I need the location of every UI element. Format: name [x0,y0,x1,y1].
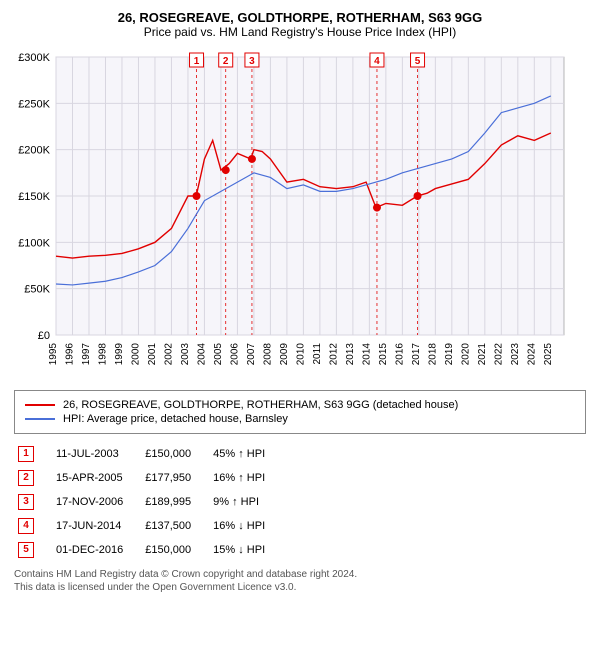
chart-subtitle: Price paid vs. HM Land Registry's House … [10,25,590,39]
svg-text:1996: 1996 [64,343,75,366]
sale-marker-icon: 2 [18,470,34,486]
sale-date: 01-DEC-2016 [52,538,141,562]
svg-text:2002: 2002 [163,343,174,366]
svg-text:£50K: £50K [24,284,50,296]
sale-price: £177,950 [141,466,209,490]
svg-text:2011: 2011 [312,343,323,365]
sale-delta: 45% ↑ HPI [209,442,283,466]
svg-text:2000: 2000 [130,343,141,366]
footer-line-1: Contains HM Land Registry data © Crown c… [14,568,586,581]
legend-swatch [25,404,55,406]
svg-text:2021: 2021 [477,343,488,366]
svg-text:£150K: £150K [18,191,50,203]
sale-marker-icon: 4 [18,518,34,534]
svg-text:£0: £0 [38,330,50,342]
svg-text:2020: 2020 [460,343,471,366]
svg-text:2019: 2019 [444,343,455,366]
legend: 26, ROSEGREAVE, GOLDTHORPE, ROTHERHAM, S… [14,390,586,434]
svg-text:2005: 2005 [213,343,224,366]
sale-date: 15-APR-2005 [52,466,141,490]
svg-text:2012: 2012 [328,343,339,366]
sale-marker-icon: 1 [18,446,34,462]
table-row: 3 17-NOV-2006£189,9959% ↑ HPI [14,490,283,514]
svg-text:2016: 2016 [394,343,405,366]
legend-row: HPI: Average price, detached house, Barn… [25,413,575,425]
sales-table: 111-JUL-2003£150,00045% ↑ HPI215-APR-200… [14,442,283,562]
svg-text:2023: 2023 [510,343,521,366]
chart-title: 26, ROSEGREAVE, GOLDTHORPE, ROTHERHAM, S… [10,10,590,25]
footer-line-2: This data is licensed under the Open Gov… [14,581,586,594]
table-row: 5 01-DEC-2016£150,00015% ↓ HPI [14,538,283,562]
svg-text:2022: 2022 [493,343,504,366]
svg-text:2: 2 [223,56,229,67]
price-chart: £0 £50K £100K £150K £200K £250K £300K 1995 1996 1… [10,47,590,382]
svg-text:2008: 2008 [262,343,273,366]
svg-text:4: 4 [374,56,380,67]
sale-date: 11-JUL-2003 [52,442,141,466]
table-row: 2 15-APR-2005£177,95016% ↑ HPI [14,466,283,490]
svg-text:2003: 2003 [180,343,191,366]
svg-text:2018: 2018 [427,343,438,366]
svg-text:2010: 2010 [295,343,306,366]
svg-text:2025: 2025 [543,343,554,366]
sale-marker-icon: 5 [18,542,34,558]
svg-text:2013: 2013 [345,343,356,366]
legend-swatch [25,418,55,420]
svg-text:1995: 1995 [48,343,59,366]
svg-text:2001: 2001 [147,343,158,366]
sale-delta: 16% ↑ HPI [209,466,283,490]
table-row: 1 11-JUL-2003£150,00045% ↑ HPI [14,442,283,466]
sale-date: 17-JUN-2014 [52,514,141,538]
svg-text:2007: 2007 [246,343,257,366]
svg-text:2006: 2006 [229,343,240,366]
svg-text:2014: 2014 [361,343,372,366]
footer-attribution: Contains HM Land Registry data © Crown c… [14,568,586,594]
legend-row: 26, ROSEGREAVE, GOLDTHORPE, ROTHERHAM, S… [25,399,575,411]
svg-text:£100K: £100K [18,237,50,249]
svg-text:1999: 1999 [114,343,125,366]
legend-label: HPI: Average price, detached house, Barn… [63,413,288,425]
svg-text:1997: 1997 [81,343,92,366]
sale-price: £189,995 [141,490,209,514]
svg-text:2024: 2024 [526,343,537,366]
svg-text:2009: 2009 [279,343,290,366]
svg-text:£250K: £250K [18,98,50,110]
svg-text:5: 5 [415,56,421,67]
svg-text:3: 3 [249,56,255,67]
table-row: 4 17-JUN-2014£137,50016% ↓ HPI [14,514,283,538]
svg-text:1: 1 [194,56,200,67]
sale-date: 17-NOV-2006 [52,490,141,514]
sale-delta: 9% ↑ HPI [209,490,283,514]
svg-text:2004: 2004 [196,343,207,366]
svg-text:£200K: £200K [18,145,50,157]
sale-price: £150,000 [141,538,209,562]
svg-text:1998: 1998 [97,343,108,366]
sale-marker-icon: 3 [18,494,34,510]
chart-svg: £0 £50K £100K £150K £200K £250K £300K 1995 1996 1… [10,47,570,377]
legend-label: 26, ROSEGREAVE, GOLDTHORPE, ROTHERHAM, S… [63,399,458,411]
sale-delta: 15% ↓ HPI [209,538,283,562]
sale-price: £150,000 [141,442,209,466]
svg-text:2017: 2017 [411,343,422,366]
svg-text:£300K: £300K [18,52,50,64]
svg-text:2015: 2015 [378,343,389,366]
sale-delta: 16% ↓ HPI [209,514,283,538]
sale-price: £137,500 [141,514,209,538]
